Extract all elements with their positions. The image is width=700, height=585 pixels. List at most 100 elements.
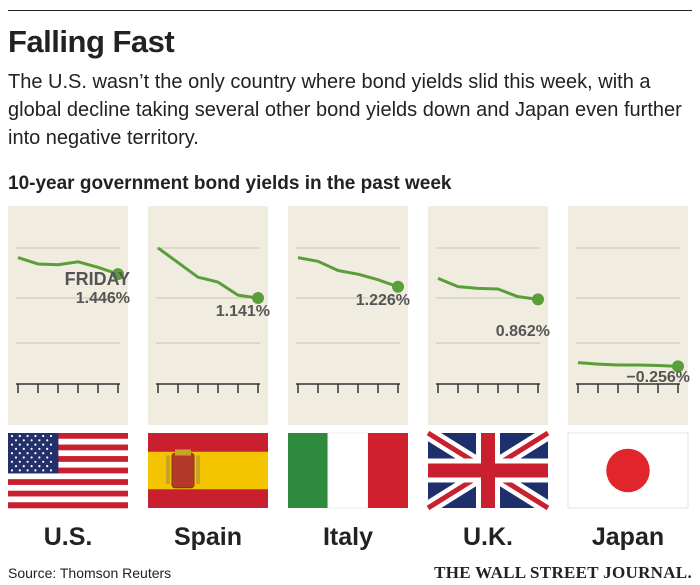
flag-star xyxy=(10,452,14,455)
flag-star xyxy=(30,465,33,468)
flag-stripe xyxy=(8,438,128,445)
end-value-label: 0.862% xyxy=(496,323,550,340)
panel-background xyxy=(428,206,548,425)
flag-star xyxy=(49,469,53,472)
flag-stripe xyxy=(8,473,128,480)
top-rule xyxy=(8,10,692,11)
flag-star xyxy=(34,434,37,438)
flag-star xyxy=(38,447,41,450)
chart-heading: 10-year government bond yields in the pa… xyxy=(8,173,452,194)
flag-star xyxy=(18,469,21,472)
flag-star xyxy=(34,469,37,472)
end-point-marker xyxy=(252,292,264,305)
chart-panel-italy: 1.226% Italy xyxy=(288,206,410,551)
flag-stripe xyxy=(8,490,128,497)
flag-stripe xyxy=(8,433,128,440)
flag-star xyxy=(18,434,21,438)
flag-star xyxy=(42,469,45,472)
flag-star xyxy=(46,465,49,468)
series-line xyxy=(17,256,119,276)
country-label: Spain xyxy=(174,523,242,551)
japan-flag-icon xyxy=(567,432,689,509)
flag-star xyxy=(22,465,25,468)
flag-star xyxy=(30,456,33,459)
end-point-marker xyxy=(532,293,544,306)
flag-star xyxy=(10,434,14,438)
flag-star xyxy=(22,439,25,442)
panel-background xyxy=(288,206,408,425)
flag-star xyxy=(26,443,29,446)
flag-star xyxy=(14,447,18,450)
flag-star xyxy=(38,465,41,468)
flag-star xyxy=(10,460,14,463)
flag-star xyxy=(38,439,41,442)
flag-star xyxy=(49,443,53,446)
flag-star xyxy=(49,452,53,455)
end-value-label: 1.226% xyxy=(356,292,410,309)
country-label: Japan xyxy=(592,523,664,551)
flag-star xyxy=(26,460,29,463)
flag-star xyxy=(26,452,29,455)
flag-pillar xyxy=(166,455,170,484)
day-label: FRIDAY xyxy=(65,269,130,289)
flag-stripe xyxy=(8,461,128,468)
flag-star xyxy=(14,465,18,468)
flag-star xyxy=(26,434,29,438)
panel-background xyxy=(568,206,688,425)
end-value-label: 1.141% xyxy=(216,303,270,320)
flag-pillar xyxy=(196,455,200,484)
flag-star xyxy=(38,456,41,459)
flag-stripe xyxy=(288,433,328,508)
flag-star xyxy=(46,439,49,442)
country-label: U.K. xyxy=(463,523,513,551)
publisher-credit: THE WALL STREET JOURNAL. xyxy=(434,563,692,582)
flag-cross-red xyxy=(428,463,548,478)
flag-star xyxy=(30,439,33,442)
flag-star xyxy=(42,443,45,446)
flag-star xyxy=(46,456,49,459)
end-value-label: −0.256% xyxy=(626,369,690,386)
flag-stripe xyxy=(8,496,128,503)
flag-stripe xyxy=(8,444,128,451)
subtitle: The U.S. wasn’t the only country where b… xyxy=(8,71,682,149)
flag-stripe xyxy=(8,467,128,474)
flag-stripe xyxy=(8,479,128,486)
flag-stripe xyxy=(327,432,369,509)
series-line xyxy=(577,361,679,368)
country-label: Italy xyxy=(323,523,373,551)
flag-star xyxy=(42,452,45,455)
end-point-marker xyxy=(392,280,404,293)
panel-background xyxy=(8,206,128,425)
uk-flag-icon xyxy=(424,427,552,514)
flag-star xyxy=(34,460,37,463)
flag-star xyxy=(30,447,33,450)
source-note: Source: Thomson Reuters xyxy=(8,565,172,581)
flag-star xyxy=(42,434,45,438)
flag-star xyxy=(22,447,25,450)
country-label: U.S. xyxy=(44,523,93,551)
flag-star xyxy=(49,434,53,438)
flag-stripe xyxy=(8,484,128,491)
flag-star xyxy=(18,443,21,446)
flag-sun-disc xyxy=(606,448,650,493)
flag-coat-of-arms xyxy=(171,452,195,489)
us-flag-icon xyxy=(8,433,128,509)
series-line xyxy=(437,276,539,301)
end-value-label: 1.446% xyxy=(76,290,130,307)
flag-stripe xyxy=(8,502,128,509)
panel-background xyxy=(148,206,268,425)
spain-flag-icon xyxy=(148,433,268,508)
page-title: Falling Fast xyxy=(8,24,175,59)
flag-star xyxy=(10,469,14,472)
flag-crown xyxy=(175,449,191,456)
flag-star xyxy=(14,456,18,459)
end-point-marker xyxy=(112,268,124,281)
chart-panel-japan: −0.256% Japan xyxy=(567,206,690,551)
series-line xyxy=(297,256,399,289)
flag-star xyxy=(22,456,25,459)
flag-star xyxy=(34,443,37,446)
flag-stripe xyxy=(368,433,408,508)
flag-star xyxy=(49,460,53,463)
